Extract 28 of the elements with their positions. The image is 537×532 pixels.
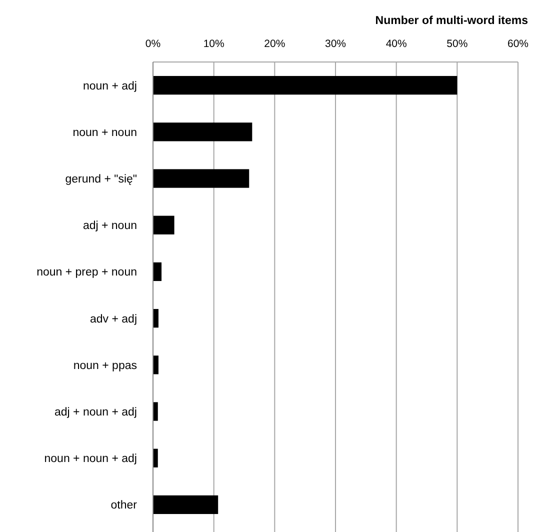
- bar: [153, 495, 218, 514]
- y-tick-label: other: [110, 500, 138, 512]
- y-tick-label: noun + noun + adj: [44, 453, 137, 466]
- y-tick-label: adj + noun + adj: [54, 406, 137, 419]
- y-tick-label: gerund + "się": [65, 174, 137, 186]
- y-tick-label: adj + noun: [82, 220, 137, 232]
- y-tick-label: noun + adj: [82, 80, 137, 92]
- bar: [153, 448, 158, 468]
- bar: [153, 262, 162, 282]
- bar: [153, 169, 250, 188]
- bar: [153, 216, 174, 234]
- y-tick-label: adv + adj: [90, 313, 137, 326]
- bar: [153, 308, 158, 328]
- x-tick-label: 40%: [386, 38, 407, 50]
- x-tick-label: 50%: [446, 38, 468, 50]
- bar: [153, 122, 252, 142]
- y-tick-label: noun + noun: [72, 126, 137, 139]
- bar: [153, 402, 158, 421]
- bar: [153, 76, 458, 95]
- y-tick-label: noun + prep + noun: [36, 266, 137, 279]
- chart-title: Number of multi-word items: [375, 15, 528, 27]
- bar: [153, 356, 158, 374]
- x-tick-label: 10%: [203, 38, 224, 50]
- x-tick-label: 0%: [145, 38, 161, 50]
- x-tick-label: 20%: [264, 38, 286, 50]
- y-tick-label: noun + ppas: [73, 360, 138, 372]
- x-tick-label: 60%: [507, 38, 529, 50]
- x-tick-label: 30%: [324, 38, 346, 50]
